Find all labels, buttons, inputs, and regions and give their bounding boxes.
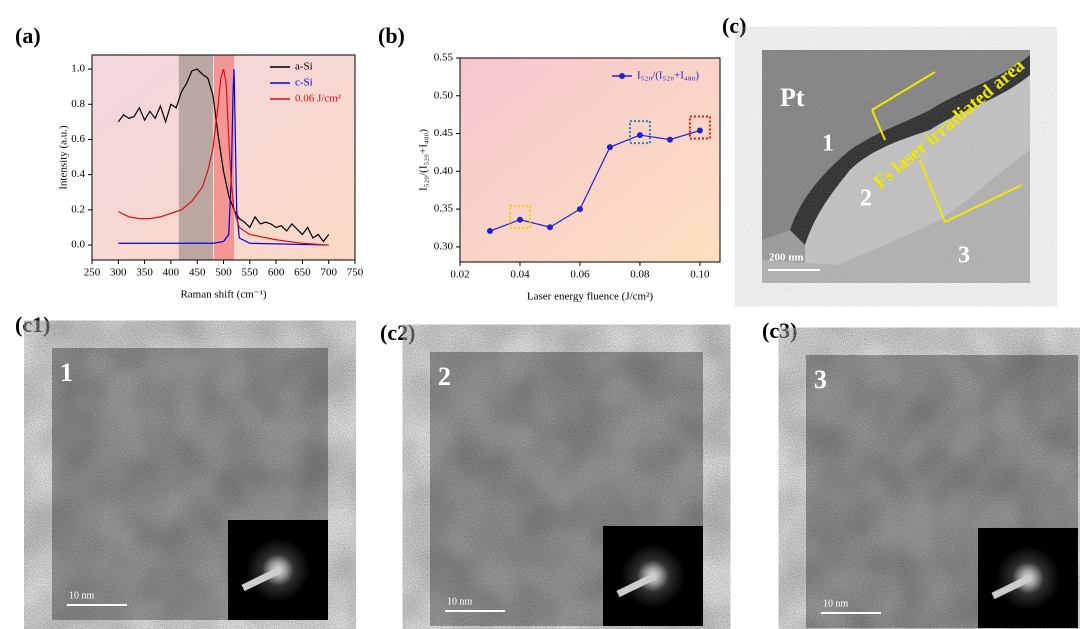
plot-background — [460, 58, 720, 262]
y-tick-label: 0.55 — [434, 52, 454, 64]
highlight-box — [688, 115, 711, 140]
region-label: 3 — [814, 365, 827, 394]
data-point — [606, 144, 613, 151]
highlight-box — [508, 204, 531, 229]
data-line — [118, 68, 329, 246]
beam-stop — [616, 572, 657, 598]
panel-label: (c1) — [15, 312, 50, 337]
x-tick-label: 0.06 — [570, 269, 590, 281]
y-axis-label: Intensity (a.u.) — [58, 125, 70, 190]
region-label: 1 — [822, 131, 834, 157]
beam-stop — [241, 566, 282, 592]
data-line — [118, 69, 329, 246]
highlight-box — [628, 120, 651, 145]
x-axis-label: Raman shift (cm⁻¹) — [180, 289, 266, 301]
shaded-region — [214, 55, 235, 260]
shaded-region — [178, 55, 213, 260]
scale-bar-label: 10 nm — [823, 598, 849, 609]
scale-bar-label: 200 nm — [769, 252, 804, 264]
data-point — [516, 216, 523, 223]
region-label: 3 — [958, 243, 970, 269]
y-axis-label: I₅₂₀/(I₅₂₀+I₄₈₀) — [418, 129, 430, 191]
data-point — [696, 127, 703, 134]
y-tick-label: 0.2 — [71, 203, 85, 215]
data-line — [489, 129, 701, 232]
x-tick-label: 650 — [294, 267, 311, 279]
y-tick-label: 0.0 — [71, 239, 85, 251]
material-label: Pt — [780, 83, 805, 112]
y-tick-label: 0.6 — [71, 133, 85, 145]
x-tick-label: 0.04 — [510, 269, 530, 281]
x-tick-label: 0.10 — [690, 269, 710, 281]
scale-bar-label: 10 nm — [69, 590, 95, 601]
x-tick-label: 550 — [242, 267, 259, 279]
data-point — [576, 206, 583, 213]
region-label: 1 — [60, 358, 73, 387]
y-tick-label: 1.0 — [71, 63, 85, 75]
y-tick-label: 0.8 — [71, 98, 85, 110]
panel-label: (b) — [378, 23, 405, 48]
panel-label: (c2) — [380, 320, 415, 345]
data-point — [636, 132, 643, 139]
data-point — [666, 136, 673, 143]
x-tick-label: 0.02 — [450, 269, 469, 281]
legend-label: c-Si — [295, 77, 313, 89]
y-tick-label: 0.35 — [434, 203, 454, 215]
y-tick-label: 0.4 — [71, 168, 85, 180]
data-point — [486, 228, 493, 235]
region-label: 2 — [860, 186, 872, 212]
panel-label: (a) — [15, 23, 41, 48]
legend-label: a-Si — [295, 61, 313, 73]
x-tick-label: 450 — [189, 267, 206, 279]
plot-frame — [459, 57, 721, 263]
data-point — [546, 224, 553, 231]
y-tick-label: 0.45 — [434, 127, 454, 139]
tem-image — [762, 50, 1030, 283]
legend-marker — [619, 73, 625, 79]
x-tick-label: 400 — [163, 267, 180, 279]
x-tick-label: 0.08 — [630, 269, 650, 281]
y-tick-label: 0.50 — [434, 89, 454, 101]
beam-stop — [991, 574, 1032, 600]
x-axis-label: Laser energy fluence (J/cm²) — [527, 291, 654, 303]
scale-bar-label: 10 nm — [447, 596, 473, 607]
x-tick-label: 300 — [110, 267, 127, 279]
y-tick-label: 0.30 — [434, 240, 454, 252]
x-tick-label: 700 — [320, 267, 337, 279]
region-label: 2 — [438, 362, 451, 391]
x-tick-label: 750 — [347, 267, 364, 279]
plot-frame — [91, 54, 356, 261]
panel-label: (c) — [722, 13, 746, 38]
x-tick-label: 500 — [215, 267, 232, 279]
legend-label: I₅₂₀/(I₅₂₀+I₄₈₀) — [637, 70, 699, 82]
x-tick-label: 600 — [268, 267, 285, 279]
y-tick-label: 0.40 — [434, 165, 454, 177]
legend-label: 0.06 J/cm² — [295, 93, 342, 105]
panel-label: (c3) — [762, 318, 797, 343]
x-tick-label: 250 — [84, 267, 101, 279]
x-tick-label: 350 — [136, 267, 153, 279]
data-line — [117, 68, 330, 243]
